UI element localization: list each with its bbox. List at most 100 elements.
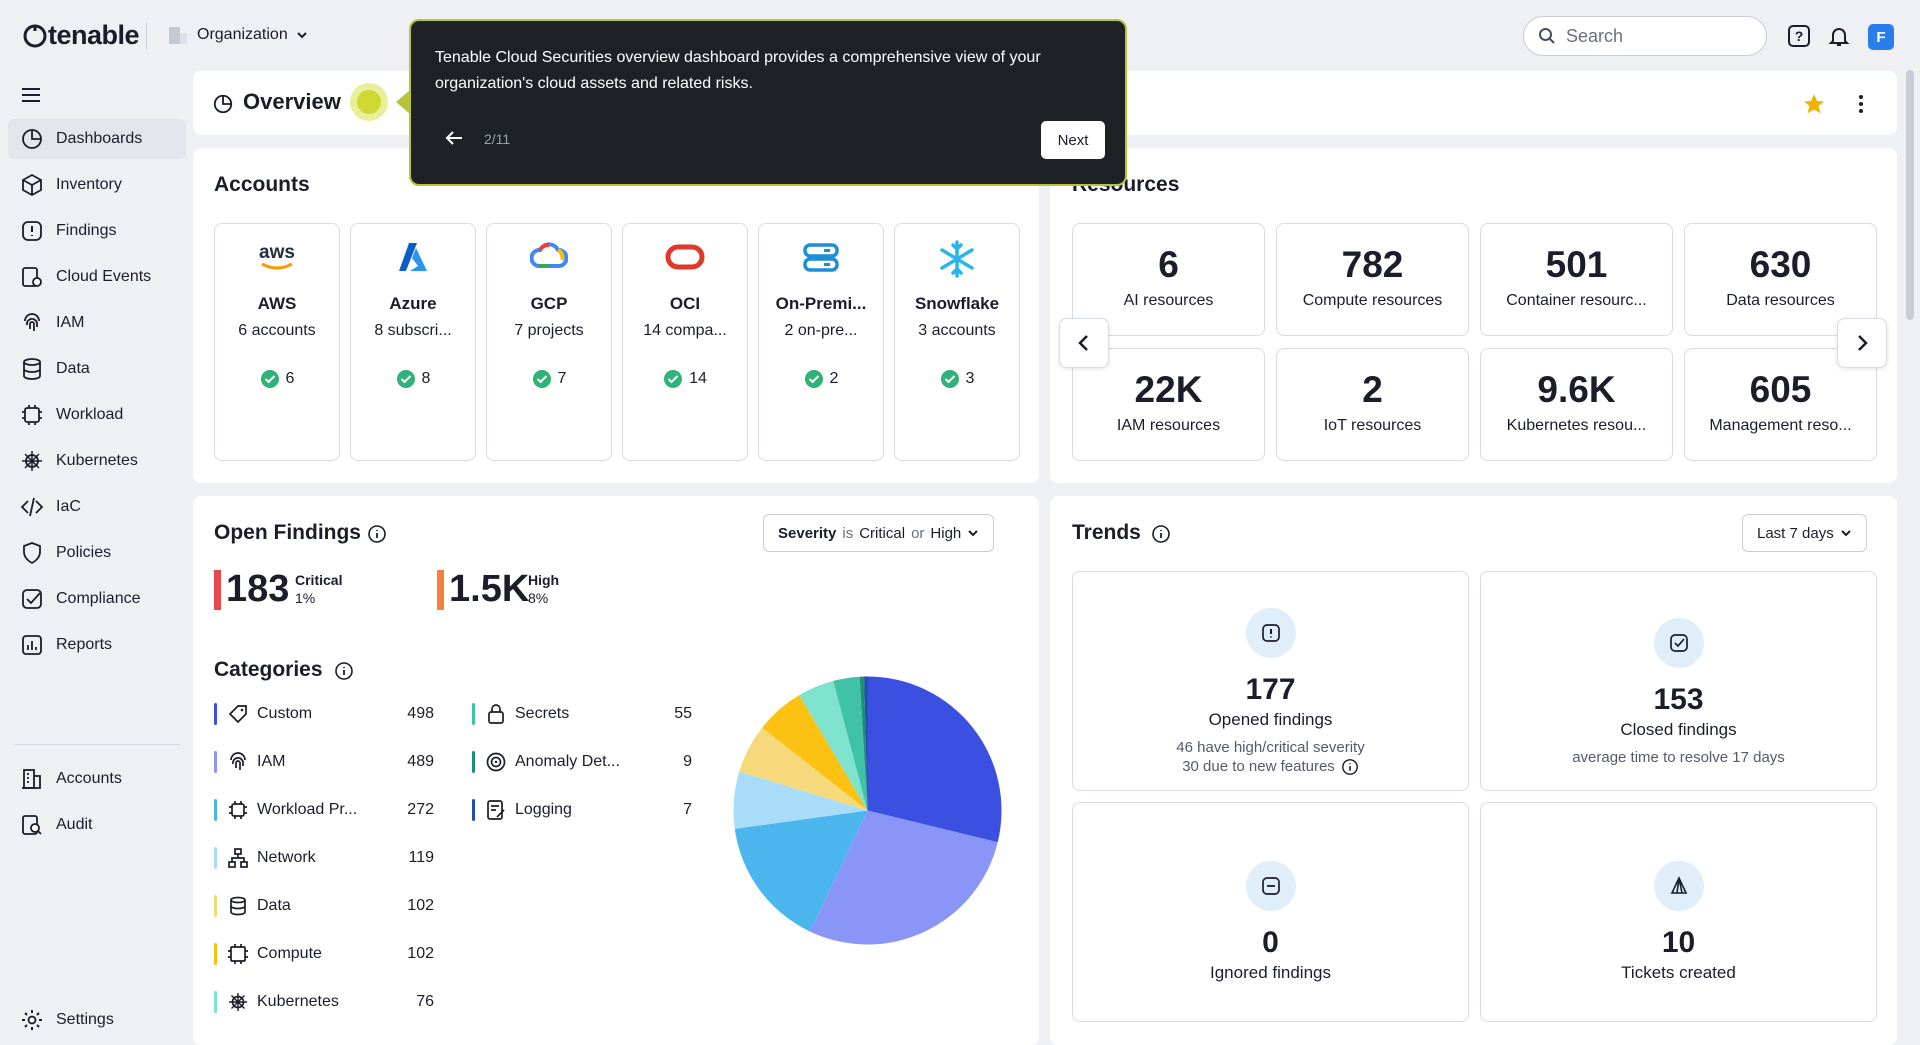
snowflake-icon: [895, 240, 1019, 278]
sidebar-item-workload[interactable]: Workload: [8, 395, 186, 435]
category-workload[interactable]: Workload Pr... 272: [214, 795, 436, 825]
account-name: AWS: [257, 294, 297, 313]
info-icon[interactable]: [334, 661, 354, 681]
pie-slice-compute[interactable]: [762, 695, 868, 811]
tour-back-button[interactable]: [445, 129, 465, 147]
account-card-on-premises[interactable]: On-Premi... 2 on-pre... 2: [758, 223, 884, 461]
categories-pie-chart: [733, 676, 1002, 945]
account-card-azure[interactable]: Azure 8 subscri... 8: [350, 223, 476, 461]
more-options-icon[interactable]: [1851, 93, 1871, 115]
severity-filter-dropdown[interactable]: Severity is Critical or High: [763, 514, 995, 552]
info-icon[interactable]: [1341, 758, 1359, 776]
category-name: IAM: [257, 753, 286, 770]
sidebar-item-audit[interactable]: Audit: [8, 805, 186, 845]
resource-tile[interactable]: 2 IoT resources: [1276, 348, 1469, 461]
resource-tile[interactable]: 605 Management reso...: [1684, 348, 1877, 461]
account-ok-count: 14: [689, 370, 707, 387]
pie-slice-secrets[interactable]: [833, 676, 868, 811]
sidebar-item-dashboards[interactable]: Dashboards: [8, 119, 186, 159]
category-count: 272: [407, 801, 434, 818]
categories-title: Categories: [214, 658, 323, 681]
category-iam[interactable]: IAM 489: [214, 747, 436, 777]
help-icon[interactable]: ?: [1787, 24, 1811, 48]
audit-icon: [22, 815, 42, 835]
account-sub: 3 accounts: [918, 322, 996, 339]
pie-slice-custom[interactable]: [867, 676, 1002, 843]
chevron-down-icon: [1841, 530, 1851, 537]
organization-selector[interactable]: Organization: [167, 24, 308, 46]
category-count: 9: [683, 753, 692, 770]
sidebar-item-label: Cloud Events: [56, 268, 152, 285]
aws-icon: aws: [215, 240, 339, 274]
account-card-gcp[interactable]: GCP 7 projects 7: [486, 223, 612, 461]
resource-label: Kubernetes resou...: [1506, 417, 1647, 434]
pie-slice-anomaly-det[interactable]: [859, 676, 868, 811]
helm-icon: [22, 451, 42, 471]
resource-tile[interactable]: 6 AI resources: [1072, 223, 1265, 336]
account-sub: 2 on-pre...: [784, 322, 858, 339]
category-name: Network: [257, 849, 316, 866]
tour-beacon[interactable]: [350, 83, 388, 121]
search-input[interactable]: Search: [1523, 16, 1767, 56]
star-icon[interactable]: [1802, 92, 1826, 116]
sidebar-item-findings[interactable]: Findings: [8, 211, 186, 251]
account-card-aws[interactable]: aws AWS 6 accounts 6: [214, 223, 340, 461]
sidebar-item-policies[interactable]: Policies: [8, 533, 186, 573]
category-custom[interactable]: Custom 498: [214, 699, 436, 729]
category-kubernetes[interactable]: Kubernetes 76: [214, 987, 436, 1017]
sidebar-item-reports[interactable]: Reports: [8, 625, 186, 665]
pie-slice-workload-pr[interactable]: [734, 810, 868, 932]
sidebar-item-accounts[interactable]: Accounts: [8, 759, 186, 799]
account-card-oci[interactable]: OCI 14 compa... 14: [622, 223, 748, 461]
resource-tile[interactable]: 782 Compute resources: [1276, 223, 1469, 336]
sidebar-item-iac[interactable]: IaC: [8, 487, 186, 527]
category-compute[interactable]: Compute 102: [214, 939, 436, 969]
carousel-prev-button[interactable]: [1059, 318, 1109, 368]
carousel-next-button[interactable]: [1837, 318, 1887, 368]
category-name: Logging: [515, 801, 572, 818]
hamburger-menu-icon[interactable]: [20, 86, 42, 104]
closed-findings-card[interactable]: 153 Closed findings average time to reso…: [1480, 571, 1877, 791]
minus-box-icon: [1246, 861, 1296, 911]
tickets-created-count: 10: [1661, 926, 1696, 959]
resource-tile[interactable]: 501 Container resourc...: [1480, 223, 1673, 336]
category-logging[interactable]: Logging 7: [472, 795, 694, 825]
resource-tile[interactable]: 630 Data resources: [1684, 223, 1877, 336]
resource-count: 6: [1158, 244, 1179, 285]
resource-tile[interactable]: 9.6K Kubernetes resou...: [1480, 348, 1673, 461]
sidebar-item-compliance[interactable]: Compliance: [8, 579, 186, 619]
tour-next-button[interactable]: Next: [1041, 121, 1105, 159]
page-scrollbar[interactable]: [1906, 70, 1914, 320]
user-avatar[interactable]: F: [1868, 24, 1894, 50]
bell-icon[interactable]: [1827, 24, 1851, 48]
category-count: 119: [408, 849, 434, 866]
ignored-findings-card[interactable]: 0 Ignored findings: [1072, 802, 1469, 1022]
chip-icon: [22, 405, 42, 425]
info-icon[interactable]: [367, 524, 387, 544]
sidebar-item-iam[interactable]: IAM: [8, 303, 186, 343]
tickets-created-card[interactable]: 10 Tickets created: [1480, 802, 1877, 1022]
category-anomaly-detection[interactable]: Anomaly Det... 9: [472, 747, 694, 777]
sidebar-item-data[interactable]: Data: [8, 349, 186, 389]
resource-label: IoT resources: [1323, 417, 1422, 434]
time-range-dropdown[interactable]: Last 7 days: [1742, 514, 1867, 552]
opened-findings-card[interactable]: 177 Opened findings 46 have high/critica…: [1072, 571, 1469, 791]
sidebar-item-settings[interactable]: Settings: [8, 1000, 186, 1040]
tenable-logo[interactable]: tenable: [22, 20, 140, 51]
pie-slice-data[interactable]: [739, 727, 868, 811]
pie-slice-iam[interactable]: [809, 810, 998, 945]
sidebar-item-inventory[interactable]: Inventory: [8, 165, 186, 205]
category-data[interactable]: Data 102: [214, 891, 436, 921]
pie-slice-logging[interactable]: [864, 676, 868, 811]
pie-slice-kubernetes[interactable]: [799, 680, 868, 811]
sidebar-item-kubernetes[interactable]: Kubernetes: [8, 441, 186, 481]
critical-severity-bar: [214, 570, 221, 610]
resource-tile[interactable]: 22K IAM resources: [1072, 348, 1265, 461]
sidebar-item-cloud-events[interactable]: Cloud Events: [8, 257, 186, 297]
info-icon[interactable]: [1151, 524, 1171, 544]
account-ok: 3: [895, 369, 1019, 389]
account-card-snowflake[interactable]: Snowflake 3 accounts 3: [894, 223, 1020, 461]
category-network[interactable]: Network 119: [214, 843, 436, 873]
category-secrets[interactable]: Secrets 55: [472, 699, 694, 729]
pie-slice-network[interactable]: [733, 771, 868, 829]
